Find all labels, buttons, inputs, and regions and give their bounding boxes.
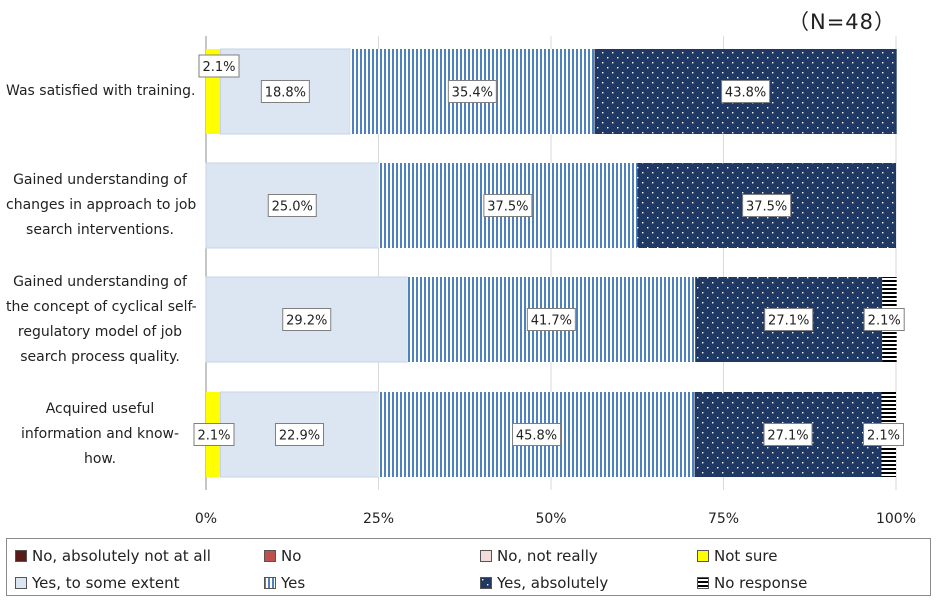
category-label-line: information and know- bbox=[20, 426, 180, 442]
category-label-line: Gained understanding of bbox=[13, 273, 187, 290]
data-label-box bbox=[267, 194, 317, 217]
data-label: 41.7% bbox=[531, 314, 572, 329]
legend-label: Yes, to some extent bbox=[32, 574, 180, 592]
legend-label: No response bbox=[714, 574, 808, 592]
category-label: Was satisfied with training. bbox=[6, 79, 196, 104]
category-label: Gained understanding of changes in approa… bbox=[6, 168, 197, 243]
x-tick-label: 75% bbox=[708, 511, 739, 527]
category-label-line: the concept of cyclical self- bbox=[6, 298, 197, 315]
x-tick-label: 25% bbox=[363, 511, 394, 527]
category-label-line: Acquired useful bbox=[45, 401, 155, 417]
data-label-box bbox=[721, 80, 771, 103]
legend-item: No response bbox=[697, 574, 807, 592]
data-label: 2.1% bbox=[202, 60, 235, 75]
category-label-line: search interventions. bbox=[26, 222, 174, 238]
legend-swatch bbox=[264, 550, 276, 562]
legend-swatch bbox=[15, 550, 27, 562]
legend-item: Yes, absolutely bbox=[480, 574, 608, 592]
category-label-line: search process quality. bbox=[20, 348, 180, 365]
data-label: 29.2% bbox=[286, 314, 327, 329]
legend-swatch bbox=[15, 577, 27, 589]
data-label-box bbox=[764, 308, 814, 331]
category-label-line: how. bbox=[83, 451, 117, 467]
category-label: Acquired useful information and know-how. bbox=[6, 397, 194, 472]
x-tick-label: 0% bbox=[195, 511, 217, 527]
data-label: 2.1% bbox=[197, 429, 230, 444]
data-label: 27.1% bbox=[767, 429, 808, 444]
legend-label: No, not really bbox=[497, 547, 598, 565]
legend-swatch bbox=[697, 550, 709, 562]
category-label: Gained understanding of the concept of cy… bbox=[6, 270, 197, 370]
legend-swatch bbox=[480, 577, 492, 589]
data-label-box bbox=[483, 194, 533, 217]
data-label-box bbox=[193, 423, 235, 446]
legend-label: Yes, absolutely bbox=[497, 574, 609, 592]
data-label: 27.1% bbox=[768, 314, 809, 329]
data-label-box bbox=[863, 423, 905, 446]
legend-swatch bbox=[697, 577, 709, 589]
data-label-box bbox=[198, 54, 240, 78]
category-label-line: changes in approach to job bbox=[6, 197, 197, 213]
data-label-box bbox=[526, 308, 576, 331]
data-label-box bbox=[282, 308, 332, 331]
data-label: 35.4% bbox=[452, 86, 493, 101]
legend-item: No, absolutely not at all bbox=[15, 547, 211, 565]
x-tick-label: 100% bbox=[876, 511, 916, 527]
data-label-box bbox=[447, 80, 497, 103]
data-label: 25.0% bbox=[272, 200, 313, 215]
data-label-box bbox=[863, 308, 905, 331]
legend-item: Yes, to some extent bbox=[15, 574, 180, 592]
x-tick-label: 50% bbox=[535, 511, 566, 527]
category-label-line: regulatory model of job bbox=[17, 323, 183, 340]
legend-swatch bbox=[264, 577, 276, 589]
legend-item: No bbox=[264, 547, 301, 565]
data-label: 37.5% bbox=[746, 200, 787, 215]
data-label: 43.8% bbox=[725, 86, 766, 101]
data-label: 2.1% bbox=[868, 314, 901, 329]
category-label-line: Was satisfied with training. bbox=[6, 83, 196, 99]
legend: No, absolutely not at all No No, not reall… bbox=[6, 538, 931, 596]
legend-label: No bbox=[281, 547, 302, 565]
data-label-box bbox=[274, 423, 324, 446]
legend-swatch bbox=[480, 550, 492, 562]
legend-label: Yes bbox=[281, 574, 306, 592]
legend-item: Yes bbox=[264, 574, 305, 592]
data-label: 2.1% bbox=[867, 429, 900, 444]
legend-item: No, not really bbox=[480, 547, 598, 565]
legend-label: No, absolutely not at all bbox=[32, 547, 211, 565]
data-label-box bbox=[260, 80, 310, 103]
legend-item: Not sure bbox=[697, 547, 777, 565]
category-label-line: Gained understanding of bbox=[13, 172, 187, 188]
data-label: 45.8% bbox=[516, 429, 557, 444]
legend-label: Not sure bbox=[714, 547, 778, 565]
data-label-box bbox=[742, 194, 792, 217]
data-label: 37.5% bbox=[487, 200, 528, 215]
data-label-box bbox=[763, 423, 813, 446]
data-label: 22.9% bbox=[279, 429, 320, 444]
data-label-box bbox=[512, 423, 562, 446]
data-label: 18.8% bbox=[265, 86, 306, 101]
sample-size-label: （N=48） bbox=[788, 10, 897, 34]
